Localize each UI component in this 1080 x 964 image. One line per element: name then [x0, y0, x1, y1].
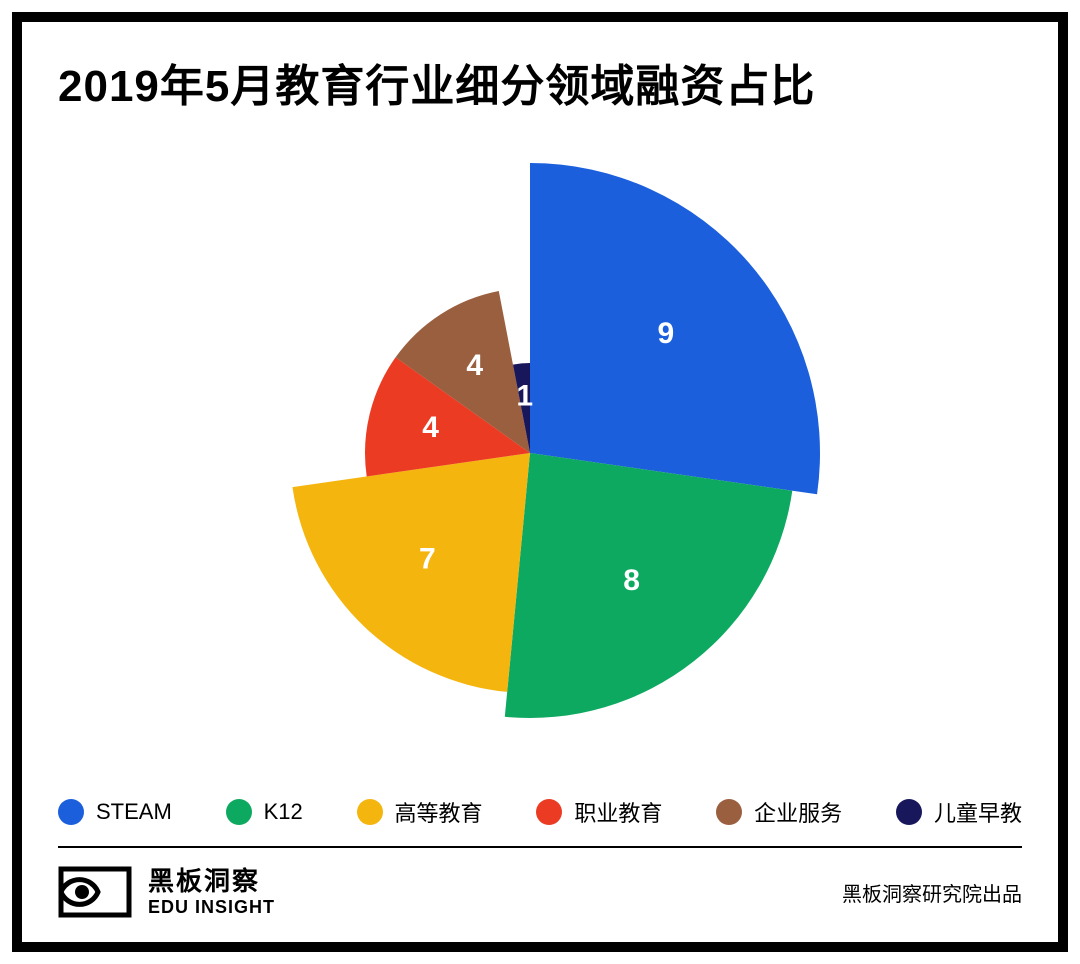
- legend-label: 职业教育: [574, 796, 662, 828]
- legend-item: 职业教育: [536, 796, 662, 828]
- pie-slice-value: 4: [466, 349, 483, 382]
- pie-slice: [292, 453, 530, 692]
- chart-area: 987441: [58, 124, 1022, 782]
- legend-item: 企业服务: [716, 796, 842, 828]
- brand-text: 黑板洞察 EDU INSIGHT: [148, 867, 275, 918]
- pie-slice-value: 4: [422, 411, 439, 444]
- pie-slice: [530, 163, 820, 494]
- pie-chart: 987441: [220, 153, 860, 753]
- pie-slice-value: 9: [658, 317, 675, 350]
- legend-dot-icon: [226, 799, 252, 825]
- legend-item: 儿童早教: [896, 796, 1022, 828]
- pie-slice: [505, 453, 792, 718]
- legend-label: STEAM: [96, 799, 172, 825]
- legend-label: 高等教育: [395, 796, 483, 828]
- pie-slice-value: 1: [516, 379, 533, 412]
- pie-slice-value: 8: [623, 564, 640, 597]
- legend-item: 高等教育: [357, 796, 483, 828]
- brand-name-cn: 黑板洞察: [148, 867, 275, 897]
- brand: 黑板洞察 EDU INSIGHT: [58, 866, 275, 918]
- legend-dot-icon: [536, 799, 562, 825]
- chart-title: 2019年5月教育行业细分领域融资占比: [58, 50, 1022, 114]
- legend-label: 儿童早教: [934, 796, 1022, 828]
- legend-dot-icon: [58, 799, 84, 825]
- credit-text: 黑板洞察研究院出品: [842, 878, 1022, 907]
- legend-dot-icon: [896, 799, 922, 825]
- legend: STEAM K12 高等教育 职业教育 企业服务 儿童早教: [58, 782, 1022, 848]
- footer: 黑板洞察 EDU INSIGHT 黑板洞察研究院出品: [58, 866, 1022, 918]
- brand-name-en: EDU INSIGHT: [148, 897, 275, 918]
- pie-slice-value: 7: [419, 543, 436, 576]
- legend-label: K12: [264, 799, 303, 825]
- chart-frame: 2019年5月教育行业细分领域融资占比 987441 STEAMK12高等教育职…: [12, 12, 1068, 952]
- legend-item: K12: [226, 799, 303, 825]
- legend-dot-icon: [716, 799, 742, 825]
- legend-item: STEAM: [58, 799, 172, 825]
- legend-label: 企业服务: [754, 796, 842, 828]
- legend-dot-icon: [357, 799, 383, 825]
- brand-logo-icon: [58, 866, 132, 918]
